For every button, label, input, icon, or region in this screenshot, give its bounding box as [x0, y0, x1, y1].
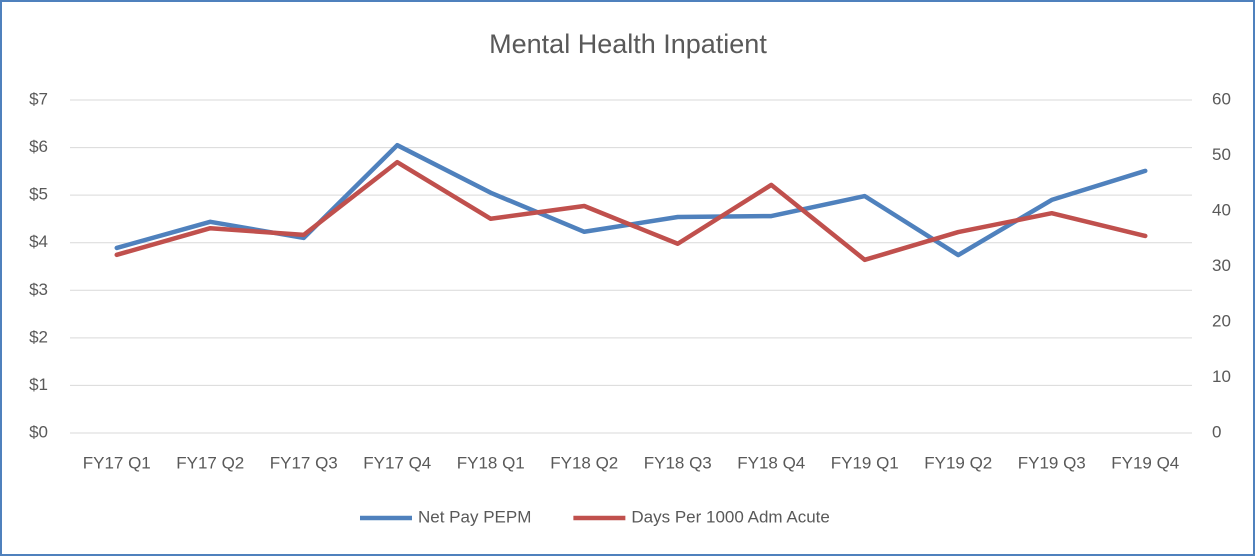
y2-tick-label: 0 [1212, 422, 1221, 441]
x-tick-label: FY17 Q4 [363, 453, 431, 472]
y-tick-label: $7 [29, 89, 48, 108]
x-tick-label: FY17 Q3 [270, 453, 338, 472]
x-tick-label: FY19 Q2 [924, 453, 992, 472]
y-tick-label: $5 [29, 185, 48, 204]
x-tick-label: FY19 Q1 [831, 453, 899, 472]
x-tick-label: FY18 Q2 [550, 453, 618, 472]
legend-label: Net Pay PEPM [418, 507, 531, 526]
y2-tick-label: 30 [1212, 256, 1231, 275]
y2-tick-label: 10 [1212, 367, 1231, 386]
x-tick-label: FY18 Q1 [457, 453, 525, 472]
x-tick-label: FY17 Q2 [176, 453, 244, 472]
x-tick-label: FY17 Q1 [83, 453, 151, 472]
x-tick-label: FY19 Q4 [1111, 453, 1179, 472]
y2-tick-label: 50 [1212, 145, 1231, 164]
x-tick-label: FY18 Q3 [644, 453, 712, 472]
y-tick-label: $6 [29, 137, 48, 156]
y-tick-label: $3 [29, 280, 48, 299]
y-tick-label: $4 [29, 232, 48, 251]
y-tick-label: $1 [29, 375, 48, 394]
y2-tick-label: 60 [1212, 89, 1231, 108]
chart-title: Mental Health Inpatient [489, 29, 767, 59]
y-tick-label: $2 [29, 327, 48, 346]
y-tick-label: $0 [29, 422, 48, 441]
series-line [114, 159, 1148, 263]
legend-label: Days Per 1000 Adm Acute [631, 507, 829, 526]
x-tick-label: FY18 Q4 [737, 453, 805, 472]
x-tick-label: FY19 Q3 [1018, 453, 1086, 472]
y2-tick-label: 20 [1212, 311, 1231, 330]
y2-tick-label: 40 [1212, 200, 1231, 219]
